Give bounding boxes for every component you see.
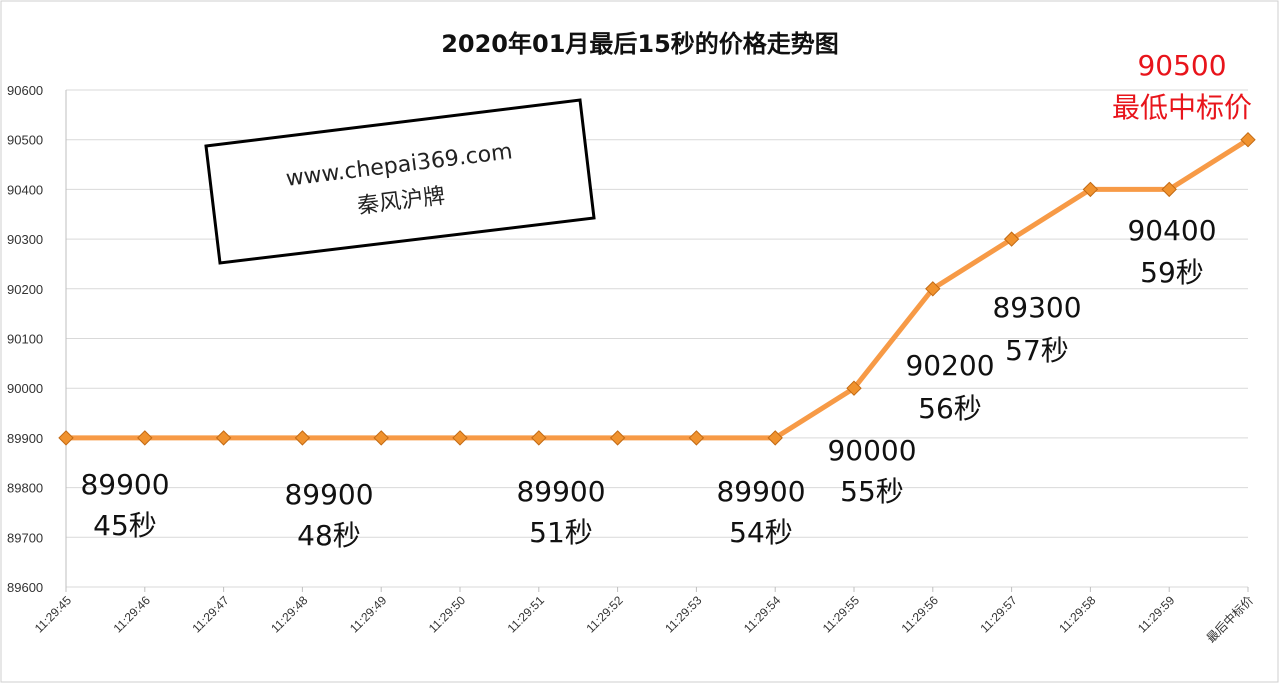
y-tick-label: 89600: [7, 580, 43, 595]
annotation-time: 45秒: [93, 509, 157, 542]
y-tick-label: 90000: [7, 381, 43, 396]
chart-title: 2020年01月最后15秒的价格走势图: [441, 30, 839, 58]
annotation-time: 54秒: [729, 516, 793, 549]
data-point-marker: [1161, 181, 1177, 198]
data-point-marker: [846, 380, 862, 396]
annotation-time: 59秒: [1140, 256, 1204, 289]
y-tick-label: 89800: [7, 481, 43, 496]
y-tick-label: 90200: [7, 282, 43, 297]
series-layer: [58, 131, 1256, 446]
annotation-price: 89900: [284, 478, 373, 511]
series-line: [63, 137, 1251, 441]
data-point-marker: [609, 430, 626, 446]
y-tick-label: 90100: [7, 332, 43, 347]
data-point-marker: [137, 430, 153, 446]
watermark-frame: [204, 98, 596, 265]
annotation-price: 90000: [827, 434, 916, 467]
y-tick-label: 90400: [7, 182, 43, 197]
y-tick-label: 89700: [7, 530, 43, 545]
annotation-price: 90500: [1137, 49, 1226, 82]
annotation-time: 55秒: [840, 475, 904, 508]
y-tick-label: 90600: [7, 83, 43, 98]
watermark-box: www.chepai369.com 秦风沪牌: [204, 98, 596, 265]
annotation-price: 90400: [1127, 214, 1216, 247]
data-point-marker: [215, 430, 232, 446]
annotation-price: 89900: [716, 475, 805, 508]
data-point-marker: [452, 430, 468, 446]
data-point-marker: [1240, 131, 1256, 148]
annotation-price: 90200: [905, 349, 994, 382]
annotation-time: 51秒: [529, 516, 593, 549]
annotation-price: 89900: [516, 475, 605, 508]
y-tick-label: 90500: [7, 133, 43, 148]
data-point-marker: [58, 430, 74, 446]
annotation-time: 48秒: [297, 519, 361, 552]
annotation-time: 57秒: [1005, 334, 1069, 367]
annotation-time: 最低中标价: [1112, 91, 1252, 124]
data-point-marker: [688, 430, 705, 446]
data-point-marker: [373, 430, 389, 446]
data-point-marker: [925, 281, 941, 297]
data-point-marker: [531, 430, 547, 446]
data-point-marker: [1003, 231, 1020, 247]
y-tick-label: 89900: [7, 431, 43, 446]
data-point-marker: [294, 430, 311, 446]
y-axis-ticks: 89600 89700 89800 89900 90000 90100 90200 90300…: [7, 83, 67, 595]
annotation-price: 89300: [992, 291, 1081, 324]
y-tick-label: 90300: [7, 232, 43, 247]
data-point-marker: [1082, 181, 1099, 198]
annotation-time: 56秒: [918, 392, 982, 425]
annotation-price: 89900: [80, 468, 169, 501]
data-point-marker: [767, 430, 783, 446]
annotations-layer: 89900 45秒 89900 48秒 89900 51秒 89900 54秒 90000 55秒…: [80, 49, 1252, 552]
